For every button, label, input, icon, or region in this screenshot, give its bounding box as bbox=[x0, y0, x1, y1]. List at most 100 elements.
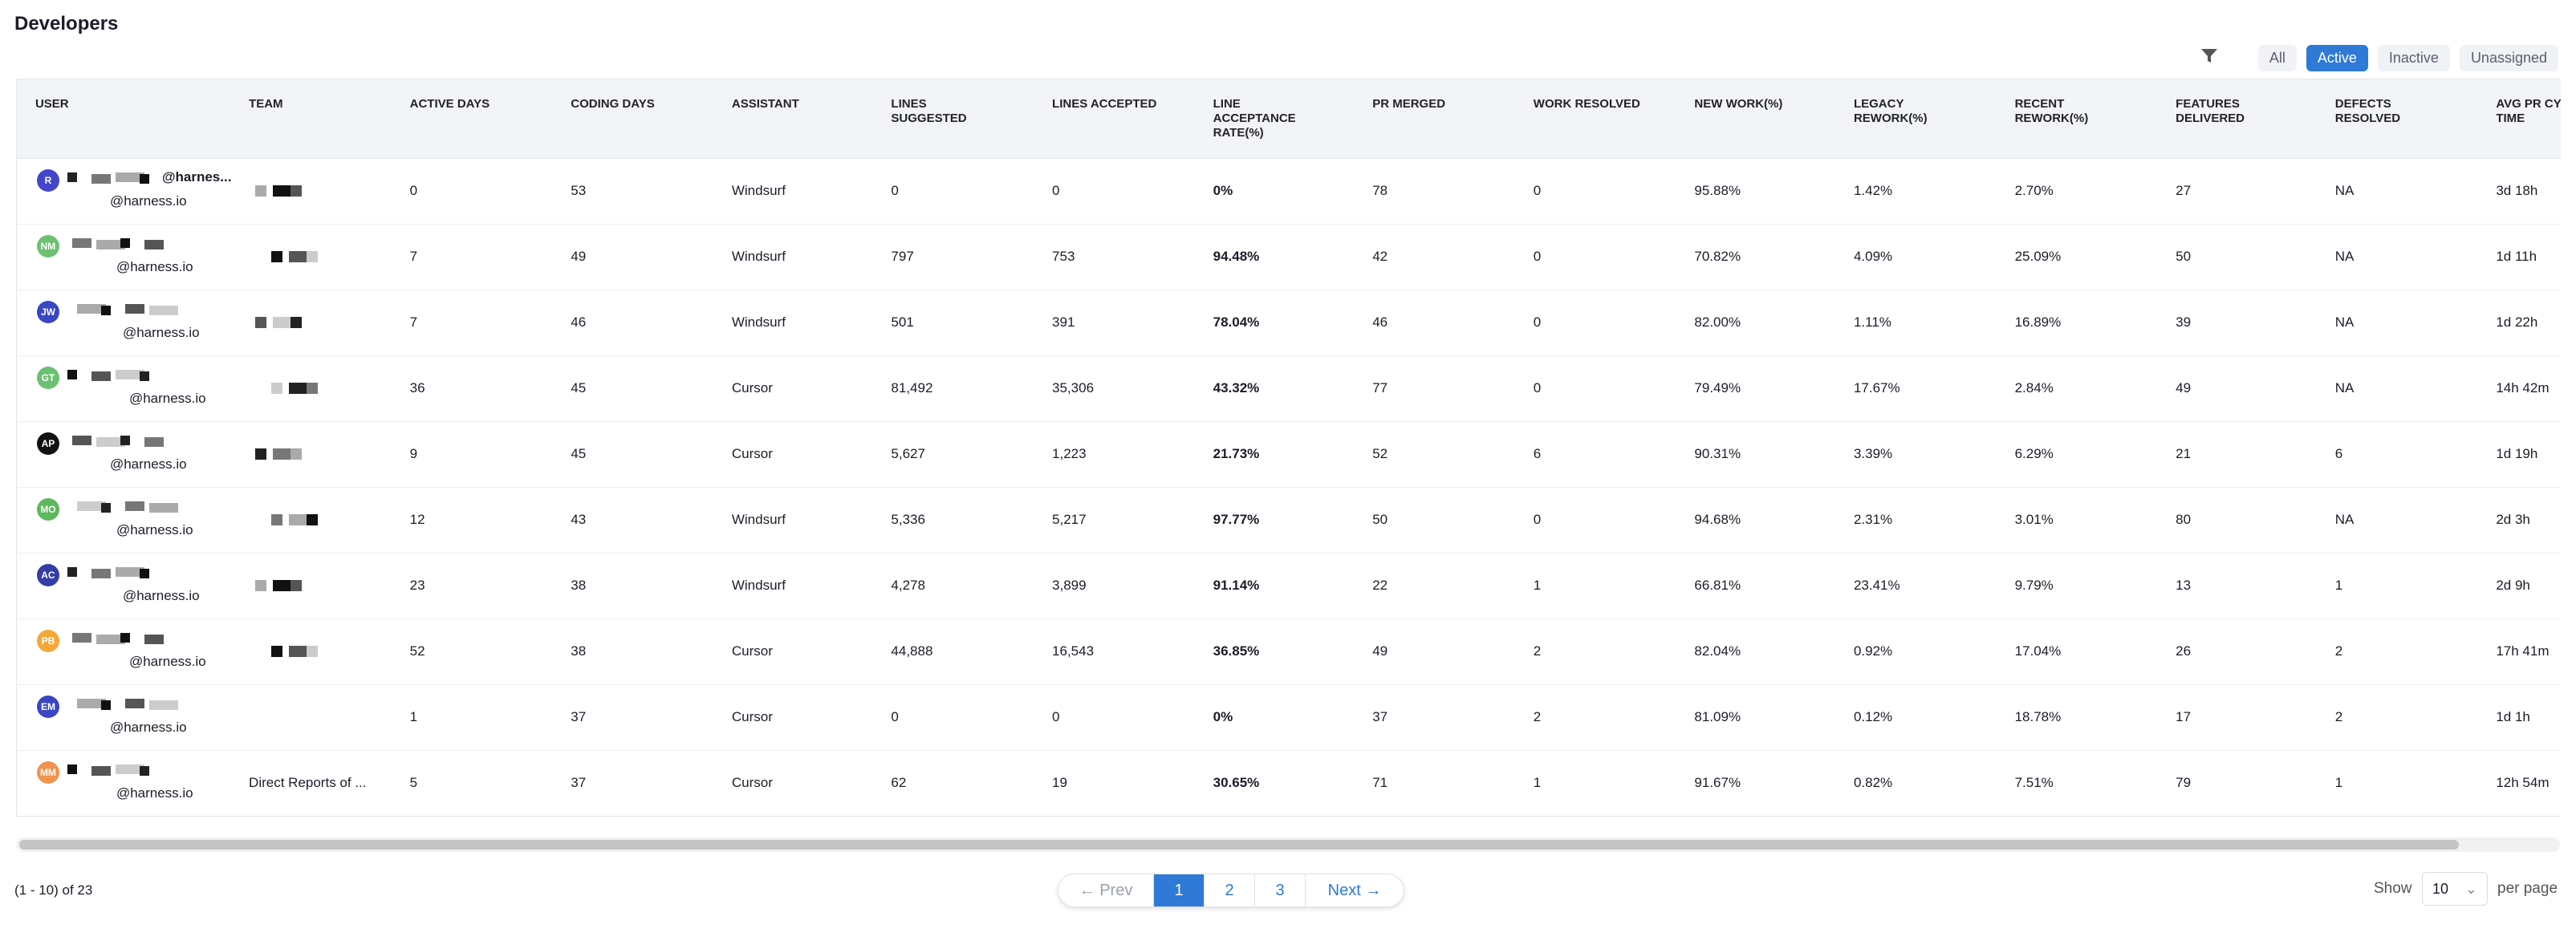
cell: NA bbox=[2334, 183, 2355, 198]
cell: 2 bbox=[1533, 643, 1542, 659]
redacted-name bbox=[91, 766, 111, 776]
redacted-name bbox=[67, 370, 77, 379]
cell: 44,888 bbox=[891, 643, 933, 659]
column-header: WORK RESOLVED bbox=[1533, 97, 1640, 111]
column-header: ACTIVE DAYS bbox=[409, 97, 490, 111]
column-header: LINES ACCEPTED bbox=[1052, 97, 1157, 111]
cell: 0% bbox=[1213, 183, 1233, 198]
redacted-name bbox=[91, 569, 111, 578]
cell: 77 bbox=[1372, 380, 1388, 395]
cell: 12 bbox=[409, 512, 425, 527]
redacted-name bbox=[95, 240, 125, 249]
scrollbar-thumb[interactable] bbox=[19, 840, 2459, 850]
filter-button[interactable]: Unassigned bbox=[2459, 45, 2558, 71]
cell: 37 bbox=[571, 775, 587, 790]
cell: 82.04% bbox=[1694, 643, 1741, 659]
filter-button[interactable]: All bbox=[2257, 45, 2297, 71]
cell: 0 bbox=[1533, 314, 1542, 330]
cell: 17.04% bbox=[2014, 643, 2062, 659]
cell: 753 bbox=[1052, 249, 1075, 264]
cell: 14h 42m bbox=[2496, 380, 2550, 395]
cell: 78 bbox=[1372, 183, 1388, 198]
avatar: JW bbox=[36, 301, 59, 323]
redacted-name bbox=[120, 238, 130, 248]
prev-button[interactable]: ← Prev bbox=[1079, 882, 1133, 899]
cell: 30.65% bbox=[1213, 775, 1260, 790]
show-label: Show bbox=[2374, 880, 2412, 897]
cell: 797 bbox=[891, 249, 914, 264]
redacted-team bbox=[291, 317, 303, 328]
redacted-team bbox=[255, 448, 267, 460]
redacted-name bbox=[76, 304, 106, 314]
cell: Cursor bbox=[731, 380, 773, 395]
pagination: ← Prev 1 2 3 Next → bbox=[1058, 874, 1404, 907]
cell: 79.49% bbox=[1694, 380, 1741, 395]
cell: 37 bbox=[1372, 709, 1388, 724]
user-email: @harness.io bbox=[116, 785, 193, 801]
filter-button[interactable]: Inactive bbox=[2377, 45, 2450, 71]
next-button[interactable]: Next → bbox=[1305, 874, 1404, 906]
cell: 66.81% bbox=[1694, 578, 1741, 593]
page-button[interactable]: 1 bbox=[1153, 874, 1204, 906]
cell: Cursor bbox=[731, 709, 773, 724]
redacted-team bbox=[291, 580, 303, 591]
cell: 1 bbox=[2334, 578, 2343, 593]
redacted-team bbox=[291, 448, 303, 460]
column-header: USER bbox=[35, 97, 69, 111]
table-row[interactable]: EM @harness.io 1 37 Cursor 0 0 0% 37 2 81.09% 0.12%… bbox=[17, 684, 2561, 751]
page-size-select[interactable]: 10 ⌄ bbox=[2422, 872, 2488, 906]
table-row[interactable]: AC @harness.io 23 38 Windsurf 4,278 3,899 91.14… bbox=[17, 553, 2561, 619]
cell: Windsurf bbox=[731, 249, 786, 264]
table-row[interactable]: AP @harness.io 9 45 Cursor 5,627 1,223 21.73% 52… bbox=[17, 421, 2561, 488]
table-row[interactable]: NM @harness.io 7 49 Windsurf 797 753 94.48% 42 0 7… bbox=[17, 224, 2561, 290]
cell: 1.42% bbox=[1853, 183, 1893, 198]
avatar: R bbox=[36, 169, 59, 192]
table-row[interactable]: JW @harness.io 7 46 Windsurf 501 391 78.04% 46 0 8… bbox=[17, 290, 2561, 356]
cell: Cursor bbox=[731, 775, 773, 790]
column-header: ASSISTANT bbox=[731, 97, 799, 111]
page-button[interactable]: 2 bbox=[1204, 874, 1254, 906]
redacted-name bbox=[144, 635, 164, 644]
team: Direct Reports of ... bbox=[249, 775, 367, 790]
cell: 9 bbox=[409, 446, 418, 461]
filter-button[interactable]: Active bbox=[2306, 45, 2368, 71]
cell: 391 bbox=[1052, 314, 1075, 330]
cell: 0.12% bbox=[1853, 709, 1893, 724]
redacted-name bbox=[91, 371, 111, 381]
user-email: @harnes... bbox=[161, 169, 232, 185]
user-email: @harness.io bbox=[122, 588, 200, 603]
table-row[interactable]: PB @harness.io 52 38 Cursor 44,888 16,543 36.85… bbox=[17, 619, 2561, 685]
cell: 0% bbox=[1213, 709, 1233, 724]
table-row[interactable]: R @harnes... @harness.io 0 53 Windsurf 0 0 0% 78 0… bbox=[17, 158, 2561, 225]
table: USER TEAM ACTIVE DAYS CODING DAYS ASSISTANT L… bbox=[16, 79, 2561, 817]
cell: 81.09% bbox=[1694, 709, 1741, 724]
cell: 49 bbox=[1372, 643, 1388, 659]
filter-icon[interactable] bbox=[2200, 48, 2218, 64]
cell: 43 bbox=[571, 512, 587, 527]
redacted-team bbox=[271, 251, 283, 262]
filters: All Active Inactive Unassigned bbox=[2257, 45, 2558, 71]
table-row[interactable]: MM @harness.io Direct Reports of ... 5 37 Cur… bbox=[17, 750, 2561, 816]
cell: 0.82% bbox=[1853, 775, 1893, 790]
redacted-name bbox=[144, 437, 164, 447]
cell: Windsurf bbox=[731, 314, 786, 330]
redacted-name bbox=[67, 567, 77, 577]
avatar: MM bbox=[36, 761, 59, 784]
cell: 95.88% bbox=[1694, 183, 1741, 198]
page-summary: (1 - 10) of 23 bbox=[14, 882, 93, 898]
cell: 3d 18h bbox=[2496, 183, 2538, 198]
page-button[interactable]: 3 bbox=[1254, 874, 1305, 906]
table-row[interactable]: MO @harness.io 12 43 Windsurf 5,336 5,217 97.77… bbox=[17, 487, 2561, 554]
redacted-name bbox=[76, 699, 106, 708]
avatar: NM bbox=[36, 235, 59, 258]
redacted-name bbox=[100, 503, 111, 513]
cell: Cursor bbox=[731, 643, 773, 659]
cell: NA bbox=[2334, 380, 2355, 395]
cell: 0 bbox=[1533, 249, 1542, 264]
cell: 38 bbox=[571, 643, 587, 659]
avatar: GT bbox=[36, 367, 59, 389]
cell: 52 bbox=[1372, 446, 1388, 461]
table-row[interactable]: GT @harness.io 36 45 Cursor 81,492 35,306 43.32… bbox=[17, 355, 2561, 422]
redacted-name bbox=[139, 174, 149, 184]
cell: 27 bbox=[2176, 183, 2192, 198]
